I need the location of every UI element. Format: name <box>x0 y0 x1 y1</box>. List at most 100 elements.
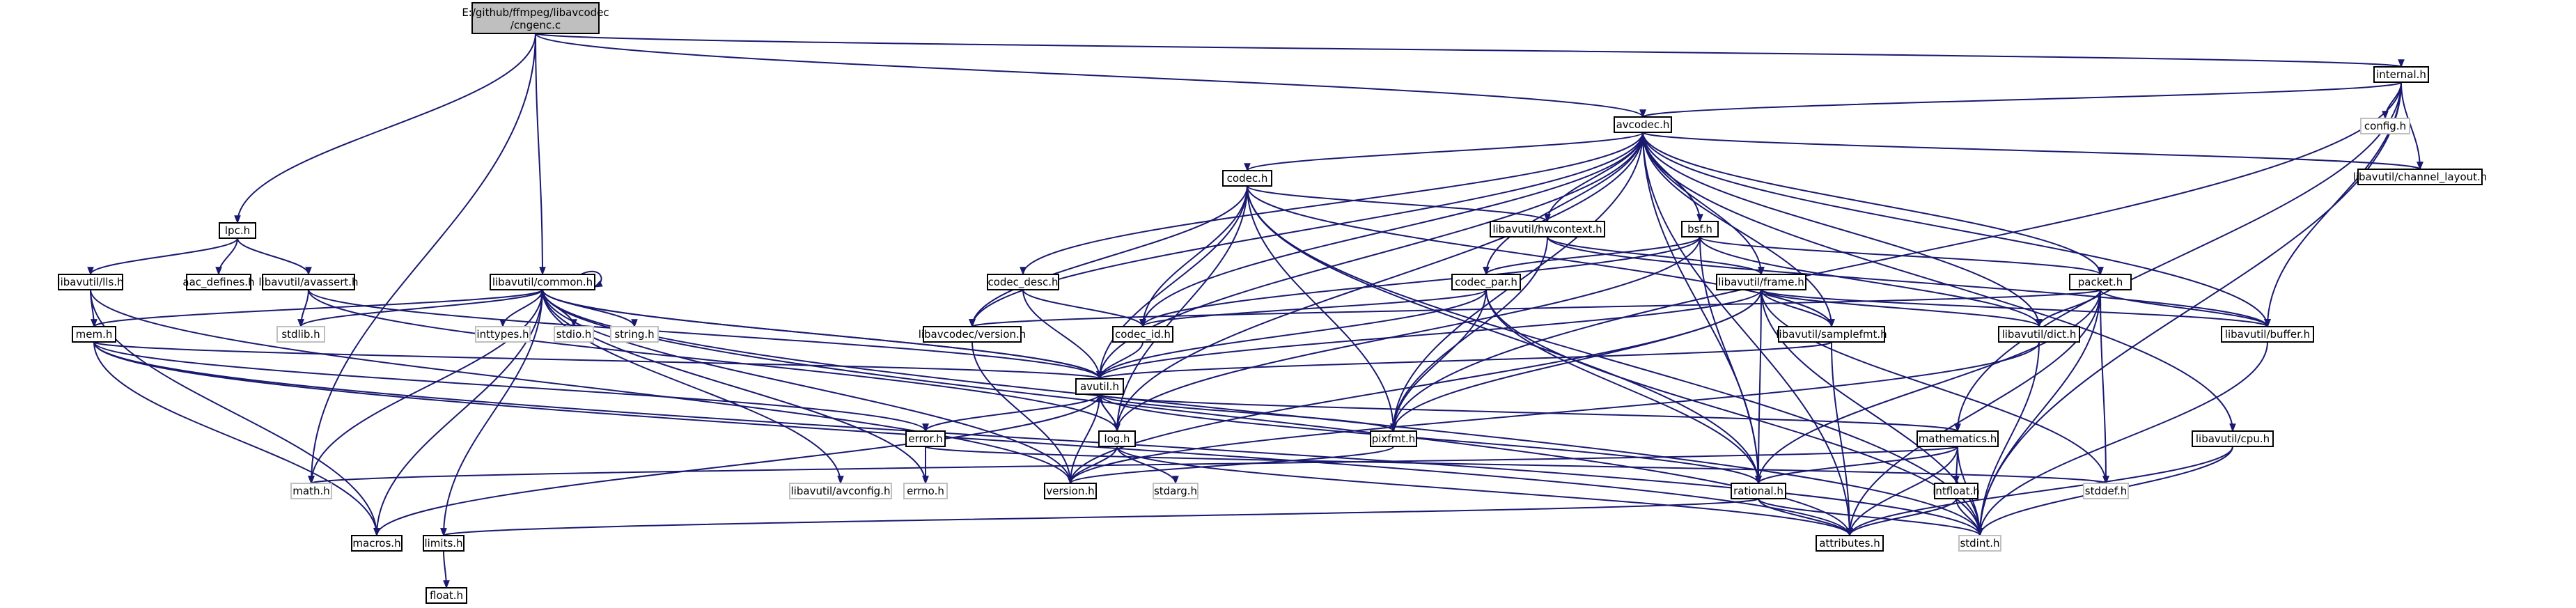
node-box-codec-par[interactable] <box>1451 274 1521 290</box>
node-box-mem[interactable] <box>72 326 116 343</box>
node-box-inttypes[interactable] <box>475 326 531 343</box>
node-aac-defines[interactable]: aac_defines.h <box>182 274 255 290</box>
node-error[interactable]: error.h <box>905 430 946 447</box>
node-avassert[interactable]: libavutil/avassert.h <box>258 274 359 290</box>
node-hwcontext[interactable]: libavutil/hwcontext.h <box>1490 221 1605 237</box>
edge-bsf-to-codec-id <box>1142 236 1701 327</box>
node-label-avcodec: avcodec.h <box>1616 118 1670 131</box>
node-inttypes[interactable]: inttypes.h <box>475 326 531 343</box>
node-avcodec[interactable]: avcodec.h <box>1614 116 1672 133</box>
node-box-string[interactable] <box>610 326 659 343</box>
node-frame[interactable]: libavutil/frame.h <box>1716 274 1806 290</box>
node-stdlib[interactable]: stdlib.h <box>276 326 325 343</box>
node-box-codec-id[interactable] <box>1112 326 1173 343</box>
node-mathematics[interactable]: mathematics.h <box>1917 430 1999 447</box>
node-box-samplefmt[interactable] <box>1778 326 1885 343</box>
node-box-avutil[interactable] <box>1075 378 1124 395</box>
node-lav-version[interactable]: libavcodec/version.h <box>919 326 1027 343</box>
node-box-float[interactable] <box>426 587 467 604</box>
node-root[interactable]: E:/github/ffmpeg/libavcodec /cngenc.c <box>462 2 609 34</box>
node-box-math[interactable] <box>290 483 332 499</box>
node-packet[interactable]: packet.h <box>2069 274 2132 290</box>
edge-packet-to-attributes <box>1849 289 2101 536</box>
node-box-lls[interactable] <box>58 274 123 290</box>
node-box-error[interactable] <box>905 430 946 447</box>
node-codec-par[interactable]: codec_par.h <box>1451 274 1521 290</box>
node-box-codec[interactable] <box>1222 170 1272 187</box>
node-box-intfloat[interactable] <box>1934 483 1978 499</box>
node-box-avassert[interactable] <box>262 274 355 290</box>
node-box-stdint[interactable] <box>1958 535 2001 552</box>
node-lls[interactable]: libavutil/lls.h <box>57 274 124 290</box>
node-box-avconfig[interactable] <box>789 483 892 499</box>
node-codec[interactable]: codec.h <box>1222 170 1272 187</box>
node-box-limits[interactable] <box>423 535 465 552</box>
node-macros[interactable]: macros.h <box>351 535 403 552</box>
node-box-lpc[interactable] <box>219 222 256 239</box>
node-box-stddef[interactable] <box>2083 483 2129 499</box>
node-config[interactable]: config.h <box>2360 118 2410 134</box>
node-box-mathematics[interactable] <box>1917 430 1999 447</box>
node-box-channel-layout[interactable] <box>2357 169 2483 185</box>
node-box-aac-defines[interactable] <box>186 274 251 290</box>
node-box-stdlib[interactable] <box>276 326 325 343</box>
node-box-rational[interactable] <box>1731 483 1786 499</box>
node-box-pixfmt[interactable] <box>1370 430 1417 447</box>
node-math[interactable]: math.h <box>290 483 332 499</box>
node-lpc[interactable]: lpc.h <box>219 222 256 239</box>
node-buffer[interactable]: libavutil/buffer.h <box>2221 326 2314 343</box>
node-pixfmt[interactable]: pixfmt.h <box>1370 430 1417 447</box>
node-dict[interactable]: libavutil/dict.h <box>1998 326 2080 343</box>
node-box-config[interactable] <box>2360 118 2410 134</box>
node-intfloat[interactable]: intfloat.h <box>1933 483 1980 499</box>
node-version[interactable]: version.h <box>1044 483 1097 499</box>
node-label-lpc: lpc.h <box>225 224 250 237</box>
node-box-codec-desc[interactable] <box>987 274 1059 290</box>
node-errno[interactable]: errno.h <box>903 483 948 499</box>
node-codec-desc[interactable]: codec_desc.h <box>987 274 1059 290</box>
node-box-bsf[interactable] <box>1681 221 1719 237</box>
node-common[interactable]: libavutil/common.h <box>490 274 595 290</box>
node-stdarg[interactable]: stdarg.h <box>1153 483 1199 499</box>
node-box-internal[interactable] <box>2373 66 2429 83</box>
node-avutil[interactable]: avutil.h <box>1075 378 1124 395</box>
node-limits[interactable]: limits.h <box>423 535 465 552</box>
node-box-stdio[interactable] <box>554 326 594 343</box>
node-box-stdarg[interactable] <box>1153 483 1199 499</box>
node-channel-layout[interactable]: libavutil/channel_layout.h <box>2353 169 2488 185</box>
node-box-avcodec[interactable] <box>1614 116 1672 133</box>
node-attributes[interactable]: attributes.h <box>1816 535 1884 552</box>
node-box-common[interactable] <box>490 274 595 290</box>
node-string[interactable]: string.h <box>610 326 659 343</box>
node-mem[interactable]: mem.h <box>72 326 116 343</box>
node-box-hwcontext[interactable] <box>1490 221 1605 237</box>
node-stddef[interactable]: stddef.h <box>2083 483 2129 499</box>
node-label-samplefmt: libavutil/samplefmt.h <box>1776 328 1887 341</box>
node-internal[interactable]: internal.h <box>2373 66 2429 83</box>
node-box-packet[interactable] <box>2069 274 2132 290</box>
node-box-macros[interactable] <box>351 535 403 552</box>
node-box-errno[interactable] <box>903 483 948 499</box>
node-box-log[interactable] <box>1098 430 1136 447</box>
root-node-box[interactable] <box>471 2 600 34</box>
node-box-version[interactable] <box>1044 483 1097 499</box>
edge-avutil-to-rational <box>1099 393 1759 484</box>
node-box-cpu[interactable] <box>2192 430 2274 447</box>
node-label-macros: macros.h <box>352 537 400 549</box>
edge-internal-to-avcodec <box>1642 81 2402 118</box>
node-box-attributes[interactable] <box>1816 535 1884 552</box>
node-box-buffer[interactable] <box>2221 326 2314 343</box>
node-bsf[interactable]: bsf.h <box>1681 221 1719 237</box>
node-rational[interactable]: rational.h <box>1731 483 1786 499</box>
node-float[interactable]: float.h <box>426 587 467 604</box>
node-samplefmt[interactable]: libavutil/samplefmt.h <box>1776 326 1887 343</box>
node-box-frame[interactable] <box>1716 274 1806 290</box>
node-codec-id[interactable]: codec_id.h <box>1112 326 1173 343</box>
node-stdint[interactable]: stdint.h <box>1958 535 2001 552</box>
node-box-lav-version[interactable] <box>923 326 1022 343</box>
node-box-dict[interactable] <box>1998 326 2080 343</box>
node-stdio[interactable]: stdio.h <box>554 326 594 343</box>
node-avconfig[interactable]: libavutil/avconfig.h <box>789 483 892 499</box>
node-cpu[interactable]: libavutil/cpu.h <box>2192 430 2274 447</box>
node-log[interactable]: log.h <box>1098 430 1136 447</box>
